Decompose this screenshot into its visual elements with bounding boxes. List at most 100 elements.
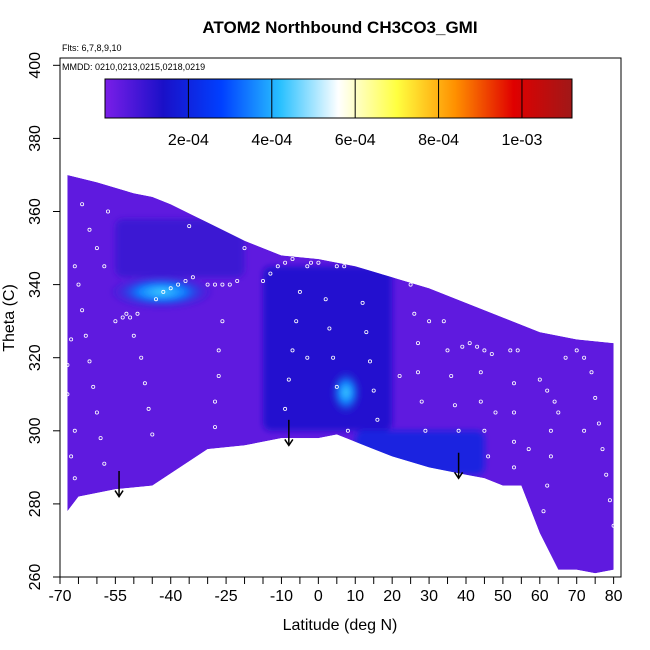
- track-point: [482, 428, 487, 433]
- x-axis-label: Latitude (deg N): [283, 617, 398, 634]
- y-axis: 260 280 300 320 340 360 380 400: [27, 52, 60, 590]
- track-point: [478, 399, 483, 404]
- track-point: [106, 209, 111, 214]
- track-point: [260, 278, 265, 283]
- track-point: [69, 337, 74, 342]
- track-point: [120, 315, 125, 320]
- track-point: [87, 359, 92, 364]
- track-point: [72, 264, 77, 269]
- track-point: [478, 370, 483, 375]
- track-point: [596, 421, 601, 426]
- track-point: [187, 224, 192, 229]
- track-point: [65, 362, 70, 367]
- y-tick-label: 380: [27, 125, 44, 152]
- track-point: [460, 344, 465, 349]
- y-tick-label: 280: [27, 490, 44, 517]
- track-point: [367, 260, 372, 265]
- track-point: [482, 348, 487, 353]
- arrows: [114, 419, 464, 498]
- track-point: [512, 381, 517, 386]
- track-point: [367, 359, 372, 364]
- track-point: [475, 344, 480, 349]
- y-tick-label: 300: [27, 417, 44, 444]
- x-tick-label: -55: [104, 588, 127, 605]
- track-point: [76, 282, 81, 287]
- x-tick-label: 60: [531, 588, 549, 605]
- track-point: [530, 520, 535, 525]
- x-tick-label: 0: [314, 588, 323, 605]
- colorbar-ticks: 2e-04 4e-04 6e-04 8e-04 1e-03: [168, 79, 543, 149]
- flights-annotation: Flts: 6,7,8,9,10: [62, 43, 122, 53]
- track-point: [545, 388, 550, 393]
- track-point: [334, 264, 339, 269]
- track-point: [297, 289, 302, 294]
- feature-central-dark-column: [262, 266, 393, 431]
- track-point: [286, 377, 291, 382]
- track-point: [434, 286, 439, 291]
- track-point: [91, 384, 96, 389]
- track-point: [142, 381, 147, 386]
- x-tick-label: -40: [159, 588, 182, 605]
- track-point: [242, 246, 247, 251]
- track-point: [556, 410, 561, 415]
- plot-content: [65, 175, 620, 574]
- track-point: [128, 315, 133, 320]
- track-point: [515, 348, 520, 353]
- track-point: [375, 264, 380, 269]
- y-tick-label: 260: [27, 564, 44, 591]
- track-point: [283, 406, 288, 411]
- track-point: [139, 355, 144, 360]
- feature-equatorial-maximum: [330, 369, 362, 415]
- track-point: [512, 410, 517, 415]
- x-tick-label: 50: [494, 588, 512, 605]
- track-point: [449, 373, 454, 378]
- track-point: [283, 260, 288, 265]
- track-point: [294, 319, 299, 324]
- track-point: [305, 264, 310, 269]
- track-point: [168, 286, 173, 291]
- y-tick-label: 320: [27, 344, 44, 371]
- track-point: [227, 282, 232, 287]
- flight-track-points: [65, 202, 620, 554]
- track-point: [150, 432, 155, 437]
- track-point: [574, 348, 579, 353]
- track-point: [205, 282, 210, 287]
- colorbar-tick-label: 6e-04: [335, 132, 376, 149]
- track-point: [489, 351, 494, 356]
- x-tick-label: 30: [420, 588, 438, 605]
- track-point: [493, 410, 498, 415]
- track-point: [342, 264, 347, 269]
- feature-lower-northern-band: [355, 430, 485, 475]
- track-point: [331, 355, 336, 360]
- track-point: [548, 454, 553, 459]
- track-point: [235, 278, 240, 283]
- arrow-head: [453, 471, 464, 480]
- track-point: [412, 311, 417, 316]
- track-point: [124, 311, 129, 316]
- track-point: [327, 326, 332, 331]
- track-point: [512, 465, 517, 470]
- colorbar: 2e-04 4e-04 6e-04 8e-04 1e-03: [104, 78, 573, 149]
- track-point: [563, 355, 568, 360]
- plot-frame: [59, 57, 622, 578]
- track-point: [456, 428, 461, 433]
- colorbar-tick-label: 1e-03: [502, 132, 543, 149]
- track-point: [508, 348, 513, 353]
- track-point: [441, 319, 446, 324]
- y-axis-label: Theta (C): [1, 284, 18, 352]
- track-point: [69, 454, 74, 459]
- colorbar-tick-label: 2e-04: [168, 132, 209, 149]
- track-point: [360, 300, 365, 305]
- x-tick-label: -70: [48, 588, 71, 605]
- track-point: [593, 395, 598, 400]
- track-point: [582, 428, 587, 433]
- chart-title: ATOM2 Northbound CH3CO3_GMI: [202, 18, 477, 37]
- track-point: [486, 454, 491, 459]
- colorbar-tick-label: 4e-04: [251, 132, 292, 149]
- track-point: [397, 373, 402, 378]
- arrow-head: [114, 490, 124, 498]
- x-tick-label: -25: [215, 588, 238, 605]
- track-point: [183, 278, 188, 283]
- track-point: [427, 319, 432, 324]
- track-point: [80, 202, 85, 207]
